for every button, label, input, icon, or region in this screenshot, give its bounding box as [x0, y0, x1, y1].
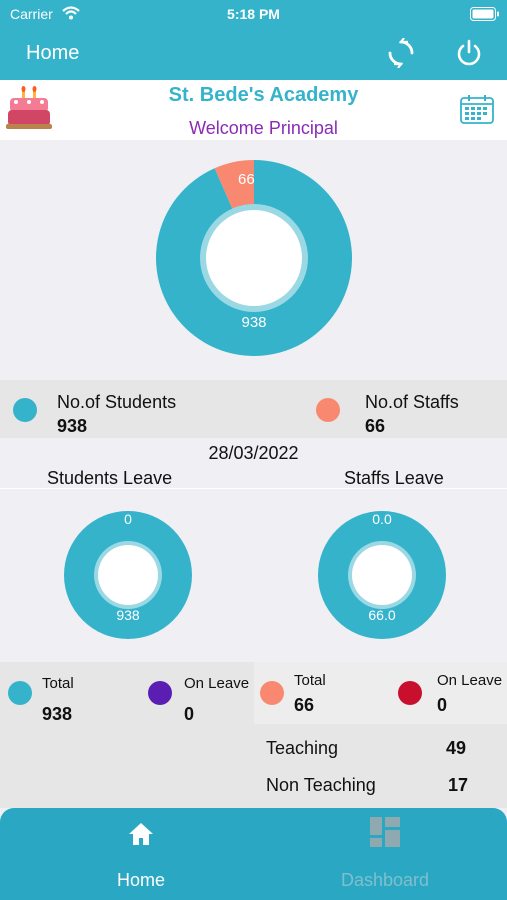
teaching-label: Teaching: [266, 738, 339, 758]
students-legend-dot: [13, 398, 37, 422]
staffs-legend-dot: [316, 398, 340, 422]
staffs-total-dot: [260, 681, 284, 705]
teaching-value: 49: [446, 738, 467, 758]
nav-title: Home: [26, 42, 80, 64]
school-name: St. Bede's Academy: [168, 84, 359, 106]
students-legend-value: 938: [57, 416, 88, 436]
main-donut-chart: 66 938: [155, 160, 352, 356]
students-onleave-value: 0: [184, 704, 195, 724]
staffs-legend-value: 66: [365, 416, 386, 436]
calendar-icon[interactable]: [460, 94, 494, 124]
nav-bar: Home: [0, 28, 507, 80]
staffs-onleave-label: On Leave: [437, 672, 503, 689]
section-divider: [0, 488, 507, 489]
home-icon: [129, 823, 153, 845]
power-icon[interactable]: [454, 38, 484, 68]
students-onleave-label: On Leave: [184, 675, 250, 692]
nonteaching-value: 17: [448, 775, 469, 795]
staffs-onleave-value: 0: [437, 695, 448, 715]
staffs-leave-total-label: 66.0: [368, 607, 395, 623]
staffs-leave-onleave-label: 0.0: [372, 511, 392, 527]
students-leave-chart: 0 938: [64, 511, 192, 639]
battery-icon: [470, 7, 499, 21]
staffs-leave-chart: 0.0 66.0: [318, 511, 446, 639]
welcome-text: Welcome Principal: [189, 118, 338, 138]
nonteaching-label: Non Teaching: [266, 775, 376, 795]
tab-bar: Home Dashboard: [0, 808, 507, 900]
students-slice-label: 938: [241, 314, 266, 331]
status-bar: Carrier 5:18 PM: [0, 0, 507, 28]
dashboard-icon: [370, 817, 400, 847]
status-time: 5:18 PM: [227, 6, 280, 22]
tab-dashboard[interactable]: Dashboard: [304, 808, 466, 900]
staffs-total-label: Total: [294, 672, 326, 689]
staffs-leave-legend-band: [254, 662, 507, 724]
staffs-slice-label: 66: [238, 171, 255, 188]
carrier-label: Carrier: [10, 6, 53, 22]
students-total-label: Total: [42, 675, 74, 692]
donut-hole: [206, 210, 302, 306]
staffs-leave-title: Staffs Leave: [344, 468, 444, 488]
students-total-dot: [8, 681, 32, 705]
students-leave-total-label: 938: [116, 607, 140, 623]
staffs-total-value: 66: [294, 695, 315, 715]
wifi-icon: [62, 6, 80, 20]
staffs-legend-label: No.of Staffs: [365, 392, 459, 412]
tab-dashboard-label: Dashboard: [340, 870, 430, 890]
cake-icon: [6, 86, 52, 129]
students-leave-onleave-label: 0: [124, 511, 132, 527]
tab-home[interactable]: Home: [60, 808, 222, 900]
students-leave-title: Students Leave: [47, 468, 173, 488]
summary-legend: [0, 380, 507, 438]
date-label: 28/03/2022: [208, 443, 299, 463]
school-header: [0, 80, 507, 140]
staffs-onleave-dot: [398, 681, 422, 705]
students-onleave-dot: [148, 681, 172, 705]
students-legend-label: No.of Students: [57, 392, 177, 412]
refresh-icon[interactable]: [386, 38, 416, 68]
students-total-value: 938: [42, 704, 73, 724]
donut-hole: [352, 545, 412, 605]
tab-home-label: Home: [116, 870, 165, 890]
donut-hole: [98, 545, 158, 605]
